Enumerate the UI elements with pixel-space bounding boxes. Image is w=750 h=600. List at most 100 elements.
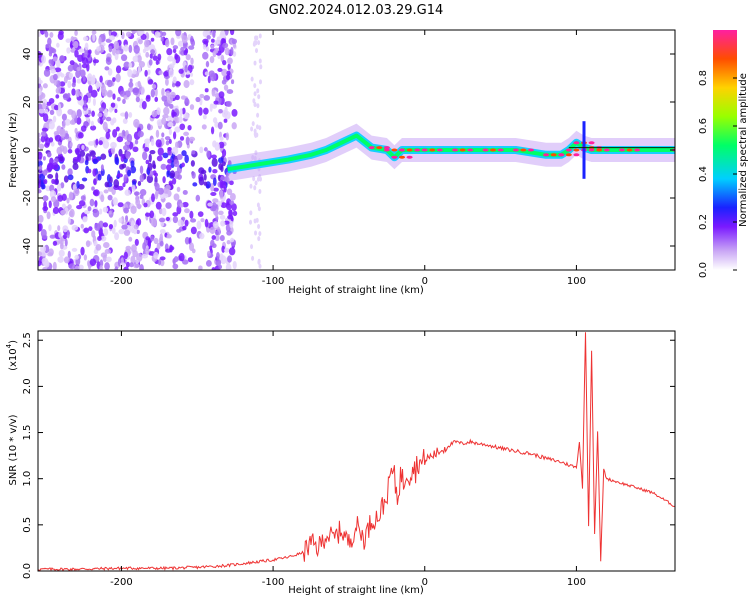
noise-speckle [58,103,62,112]
ridge-peak [391,155,398,159]
noise-speckle [53,104,60,111]
noise-speckle [257,40,261,46]
noise-speckle [46,163,53,173]
y-tick-label: 1.5 [22,425,33,441]
noise-speckle [249,219,253,225]
colorbar-ticks: 0.0 0.2 0.4 0.6 0.8 [698,70,737,278]
noise-speckle [104,262,110,270]
noise-speckle [103,242,110,249]
noise-speckle [40,245,46,253]
noise-speckle [101,89,108,97]
noise-speckle [177,40,184,47]
noise-speckle [189,104,195,110]
noise-speckle [76,108,82,118]
noise-speckle [56,183,62,192]
snr-scale-suffix: ) [8,340,19,344]
y-tick-label: -20 [22,190,33,206]
noise-speckle [174,170,180,179]
noise-speckle [202,51,209,60]
noise-speckle [71,224,79,231]
noise-speckle [74,147,81,154]
noise-speckle [83,209,90,215]
noise-speckle [131,244,137,253]
noise-speckle [63,256,70,264]
noise-speckle [108,224,114,230]
noise-speckle [161,87,165,97]
noise-speckle [87,168,92,174]
noise-speckle [80,223,84,229]
noise-speckle [90,125,97,131]
noise-speckle [137,65,141,74]
noise-speckle [145,51,150,58]
noise-speckle [136,229,140,235]
noise-speckle [53,158,59,164]
noise-speckle [215,259,222,266]
colorbar-tick-label: 0.0 [698,262,709,278]
noise-speckle [172,177,177,185]
noise-speckle [173,193,180,201]
noise-speckle [181,107,186,115]
noise-speckle [223,186,227,193]
noise-speckle [152,55,158,61]
noise-speckle [41,130,47,137]
noise-speckle [74,49,79,58]
noise-speckle [219,214,226,220]
spectrogram-y-ticks: -40 -20 0 20 40 [22,48,675,254]
noise-speckle [73,188,80,197]
ridge-peak [543,153,550,157]
noise-speckle [209,245,213,251]
noise-speckle [38,88,42,96]
noise-speckle [171,146,179,155]
noise-speckle [62,225,69,233]
noise-speckle [66,229,70,239]
noise-speckle [149,53,153,59]
noise-speckle [115,73,121,83]
noise-speckle [83,227,90,234]
noise-speckle [150,49,156,55]
noise-speckle [87,109,92,115]
noise-speckle [227,214,234,220]
noise-speckle [46,151,52,158]
noise-speckle [144,69,148,77]
noise-speckle [250,76,254,82]
noise-speckle [92,158,98,165]
noise-speckle [49,157,54,166]
noise-speckle [257,236,261,242]
noise-speckle [51,178,56,185]
y-tick-label: 20 [22,96,33,109]
noise-speckle [256,202,260,208]
noise-speckle [68,72,74,79]
noise-speckle [210,239,215,248]
noise-speckle [172,57,176,66]
noise-speckle [102,222,109,228]
noise-speckle [99,118,104,125]
noise-speckle [102,140,110,149]
noise-speckle [97,112,103,118]
noise-speckle [38,160,43,167]
spectrogram-noise [38,30,263,270]
noise-speckle [106,91,113,98]
noise-speckle [132,55,139,63]
noise-speckle [104,126,109,133]
noise-speckle [67,168,73,176]
noise-speckle [44,142,50,148]
noise-speckle [209,72,217,82]
noise-speckle [218,141,225,149]
noise-speckle [174,94,180,101]
noise-speckle [190,57,194,65]
noise-speckle [61,164,66,170]
noise-speckle [226,201,231,206]
ridge-peak [618,148,625,152]
noise-speckle [74,254,80,260]
ridge-peak [603,148,610,152]
noise-speckle [100,164,104,172]
noise-speckle [224,247,230,253]
noise-speckle [205,46,210,52]
x-tick-label: 0 [422,276,428,287]
noise-speckle [219,235,225,242]
noise-speckle [132,69,137,75]
noise-speckle [157,32,161,37]
noise-speckle [213,100,219,105]
noise-speckle [162,152,169,159]
